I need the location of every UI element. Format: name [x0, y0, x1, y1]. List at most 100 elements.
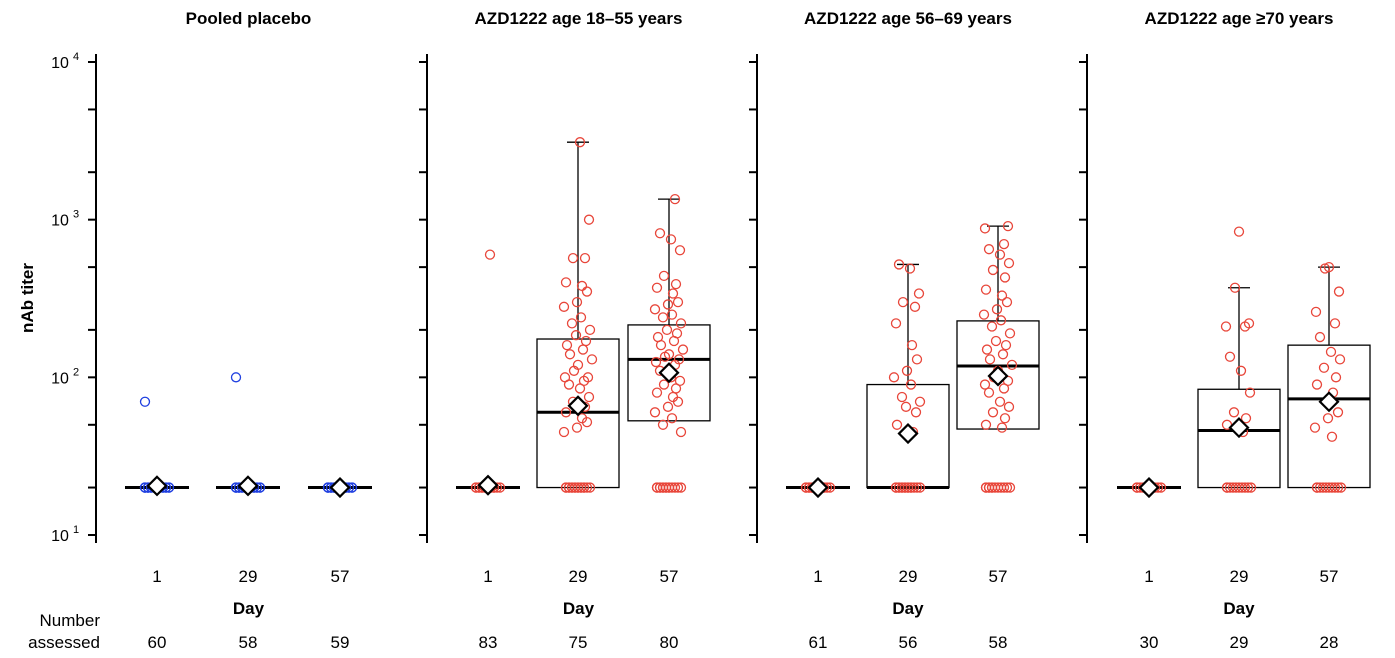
data-point	[561, 340, 573, 351]
data-point	[578, 482, 590, 493]
data-point	[1224, 351, 1236, 362]
data-point	[657, 419, 669, 430]
data-point	[567, 253, 579, 264]
data-point	[983, 244, 995, 255]
data-point	[1220, 321, 1232, 332]
data-point	[911, 354, 923, 365]
data-point	[1311, 379, 1323, 390]
data-point	[905, 482, 917, 493]
data-point	[995, 315, 1007, 326]
number-assessed-value: 59	[331, 633, 350, 652]
geomean-marker	[237, 475, 259, 497]
data-point	[980, 482, 992, 493]
data-point	[1319, 263, 1331, 274]
data-point	[1334, 354, 1346, 365]
chart-panel: AZD1222 age ≥70 years 1 30 29 29 57 28 Day	[1079, 9, 1371, 652]
y-axis-label: nAb titer	[18, 263, 37, 333]
data-point	[560, 407, 572, 418]
number-assessed-value: 60	[148, 633, 167, 652]
x-tick-label: 1	[1144, 567, 1153, 586]
x-tick-label: 57	[660, 567, 679, 586]
data-point	[675, 482, 687, 493]
data-point	[998, 482, 1010, 493]
data-point	[663, 482, 675, 493]
data-point	[1329, 318, 1341, 329]
data-point	[997, 349, 1009, 360]
number-assessed-value: 30	[1140, 633, 1159, 652]
data-point	[983, 387, 995, 398]
data-point	[1314, 331, 1326, 343]
geomean-marker	[897, 422, 919, 445]
data-point	[1235, 365, 1247, 376]
x-tick-label: 57	[1320, 567, 1339, 586]
data-point	[583, 391, 595, 403]
data-point	[583, 214, 595, 225]
data-point	[1325, 346, 1337, 358]
data-point	[672, 396, 684, 407]
data-point	[1240, 413, 1252, 424]
data-point	[1239, 321, 1251, 332]
data-point	[1322, 413, 1334, 424]
y-tick-label-exponent: 1	[73, 524, 79, 536]
data-point	[139, 396, 151, 407]
data-point	[579, 253, 591, 264]
data-point	[998, 383, 1010, 394]
data-point	[986, 482, 998, 493]
data-point	[998, 238, 1010, 250]
chart-panel: AZD1222 age 56–69 years 1 61 29 56 57 58 Day	[749, 9, 1040, 652]
data-point	[675, 426, 687, 438]
x-tick-label: 1	[483, 567, 492, 586]
y-tick-label: 10	[51, 370, 69, 387]
data-point	[1006, 359, 1018, 370]
data-point	[570, 330, 582, 341]
data-point	[654, 228, 666, 239]
panel-title: AZD1222 age 56–69 years	[804, 9, 1012, 28]
data-point	[1245, 482, 1257, 493]
data-point	[904, 263, 916, 274]
number-assessed-value: 28	[1320, 633, 1339, 652]
x-tick-label: 29	[569, 567, 588, 586]
data-point	[1329, 482, 1341, 493]
data-point	[1003, 257, 1015, 269]
data-point	[650, 356, 662, 368]
data-point	[584, 324, 596, 336]
data-point	[665, 234, 677, 245]
data-point	[1244, 387, 1256, 398]
data-point	[649, 304, 661, 315]
x-tick-label: 29	[899, 567, 918, 586]
data-point	[896, 391, 908, 403]
data-point	[983, 482, 995, 493]
data-point	[666, 309, 678, 320]
data-point	[1332, 482, 1344, 493]
data-point	[999, 272, 1011, 283]
data-point	[1004, 482, 1016, 493]
y-tick-label-exponent: 2	[73, 366, 79, 378]
number-assessed-value: 58	[239, 633, 258, 652]
y-tick-label: 10	[51, 55, 69, 72]
data-point	[658, 379, 670, 390]
data-point	[670, 383, 682, 394]
data-point	[1001, 482, 1013, 493]
data-point	[581, 286, 593, 297]
data-point	[674, 245, 686, 256]
data-point	[893, 259, 905, 270]
x-axis-label: Day	[563, 599, 595, 618]
data-point	[580, 335, 592, 347]
x-tick-label: 1	[152, 567, 161, 586]
data-point	[668, 335, 680, 347]
data-point	[649, 407, 661, 418]
box-iqr	[1287, 344, 1371, 489]
geomean-marker	[1138, 476, 1160, 499]
data-point	[662, 401, 674, 412]
data-point	[581, 416, 593, 428]
data-point	[1242, 482, 1254, 493]
y-tick-label: 10	[51, 213, 69, 230]
data-point	[572, 482, 584, 493]
number-assessed-value: 80	[660, 633, 679, 652]
data-point	[987, 264, 999, 276]
y-tick-label-exponent: 4	[73, 51, 79, 63]
data-point	[1310, 306, 1322, 318]
data-point	[987, 407, 999, 418]
data-point	[657, 312, 669, 323]
